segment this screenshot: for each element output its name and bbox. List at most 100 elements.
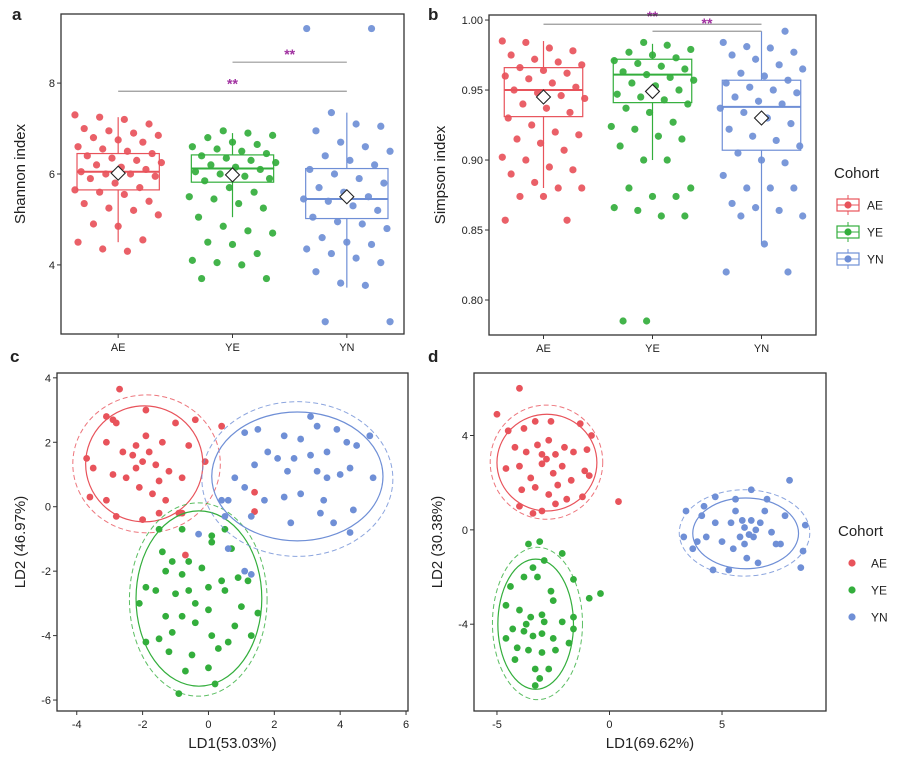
- data-point: [120, 190, 128, 199]
- data-point: [538, 611, 546, 619]
- data-point: [554, 58, 562, 66]
- data-point: [254, 609, 262, 617]
- data-point: [520, 573, 528, 581]
- data-point: [383, 224, 391, 233]
- data-point: [746, 83, 754, 91]
- x-tick-label: 2: [271, 719, 277, 731]
- data-point: [346, 529, 354, 536]
- y-axis-title: Simpson index: [432, 125, 449, 224]
- data-point: [750, 533, 757, 541]
- data-point: [182, 667, 189, 675]
- data-point: [538, 460, 546, 468]
- confidence-ellipse-dashed: [678, 489, 811, 577]
- data-point: [162, 612, 170, 620]
- group-YN: [195, 401, 394, 578]
- data-point: [142, 583, 150, 591]
- data-point: [307, 451, 314, 459]
- data-point: [315, 184, 323, 192]
- y-tick-label: 0: [45, 502, 51, 514]
- data-point: [507, 583, 514, 590]
- data-point: [531, 55, 539, 63]
- data-point: [531, 483, 539, 491]
- legend-item-AE: AE: [848, 557, 887, 571]
- x-tick-label: YE: [225, 342, 240, 354]
- confidence-ellipse-dashed: [128, 502, 268, 697]
- data-point: [545, 436, 553, 444]
- data-point: [371, 161, 379, 169]
- data-point: [645, 108, 654, 117]
- data-point: [534, 573, 541, 581]
- data-point: [756, 519, 764, 527]
- data-point: [149, 490, 156, 498]
- data-point: [666, 73, 674, 82]
- data-point: [262, 149, 271, 158]
- x-tick-label: -2: [138, 719, 148, 731]
- data-point: [732, 507, 739, 515]
- data-point: [731, 93, 739, 101]
- data-point: [775, 206, 783, 215]
- data-point: [565, 639, 573, 647]
- mean-diamond: [753, 110, 770, 126]
- data-point: [522, 620, 530, 628]
- data-point: [531, 178, 539, 187]
- legend-b: Cohort AE YE YN: [834, 165, 884, 269]
- data-point: [205, 606, 212, 614]
- legend-d: Cohort AE YE YN: [838, 523, 888, 625]
- data-point: [509, 625, 517, 633]
- data-point: [734, 149, 742, 157]
- data-point: [643, 317, 651, 325]
- data-point: [219, 127, 227, 135]
- data-point: [502, 601, 510, 609]
- data-point: [619, 68, 627, 76]
- data-point: [681, 65, 689, 73]
- data-point: [269, 229, 277, 237]
- data-point: [168, 628, 176, 636]
- data-point: [157, 159, 165, 167]
- data-point: [777, 540, 784, 548]
- data-point: [201, 458, 209, 466]
- data-point: [130, 129, 138, 137]
- data-point: [274, 454, 282, 462]
- data-point: [678, 135, 686, 143]
- data-point: [754, 97, 763, 105]
- data-point: [366, 432, 374, 440]
- data-point: [162, 567, 170, 575]
- data-point: [687, 184, 695, 192]
- data-point: [241, 567, 249, 575]
- data-point: [142, 638, 150, 646]
- data-point: [287, 519, 295, 527]
- mean-diamond: [110, 165, 126, 181]
- data-point: [364, 193, 373, 201]
- data-point: [297, 435, 305, 443]
- data-point: [369, 474, 377, 482]
- data-point: [502, 634, 510, 642]
- data-point: [96, 188, 104, 196]
- y-axis-title: LD2 (46.97%): [12, 496, 29, 589]
- data-point: [253, 249, 261, 258]
- data-point: [321, 152, 329, 160]
- data-point: [148, 149, 156, 158]
- plot-frame: [473, 372, 827, 712]
- significance-label: **: [647, 8, 658, 24]
- data-point: [520, 425, 528, 432]
- data-point: [654, 132, 662, 140]
- y-tick-label: 0.95: [462, 85, 483, 97]
- x-tick-label: YE: [645, 343, 660, 355]
- data-point: [151, 172, 159, 180]
- data-point: [610, 57, 618, 65]
- data-point: [155, 477, 163, 485]
- data-point: [300, 195, 308, 203]
- legend-title: Cohort: [838, 523, 884, 540]
- data-point: [547, 587, 555, 595]
- data-point: [536, 139, 545, 147]
- data-point: [191, 619, 199, 627]
- data-point: [349, 506, 357, 514]
- data-point: [616, 142, 624, 150]
- data-point: [643, 71, 651, 79]
- data-point: [778, 100, 786, 108]
- data-point: [225, 184, 234, 192]
- data-point: [172, 419, 179, 427]
- data-point: [241, 172, 249, 180]
- data-point: [545, 491, 553, 498]
- data-point: [529, 509, 537, 517]
